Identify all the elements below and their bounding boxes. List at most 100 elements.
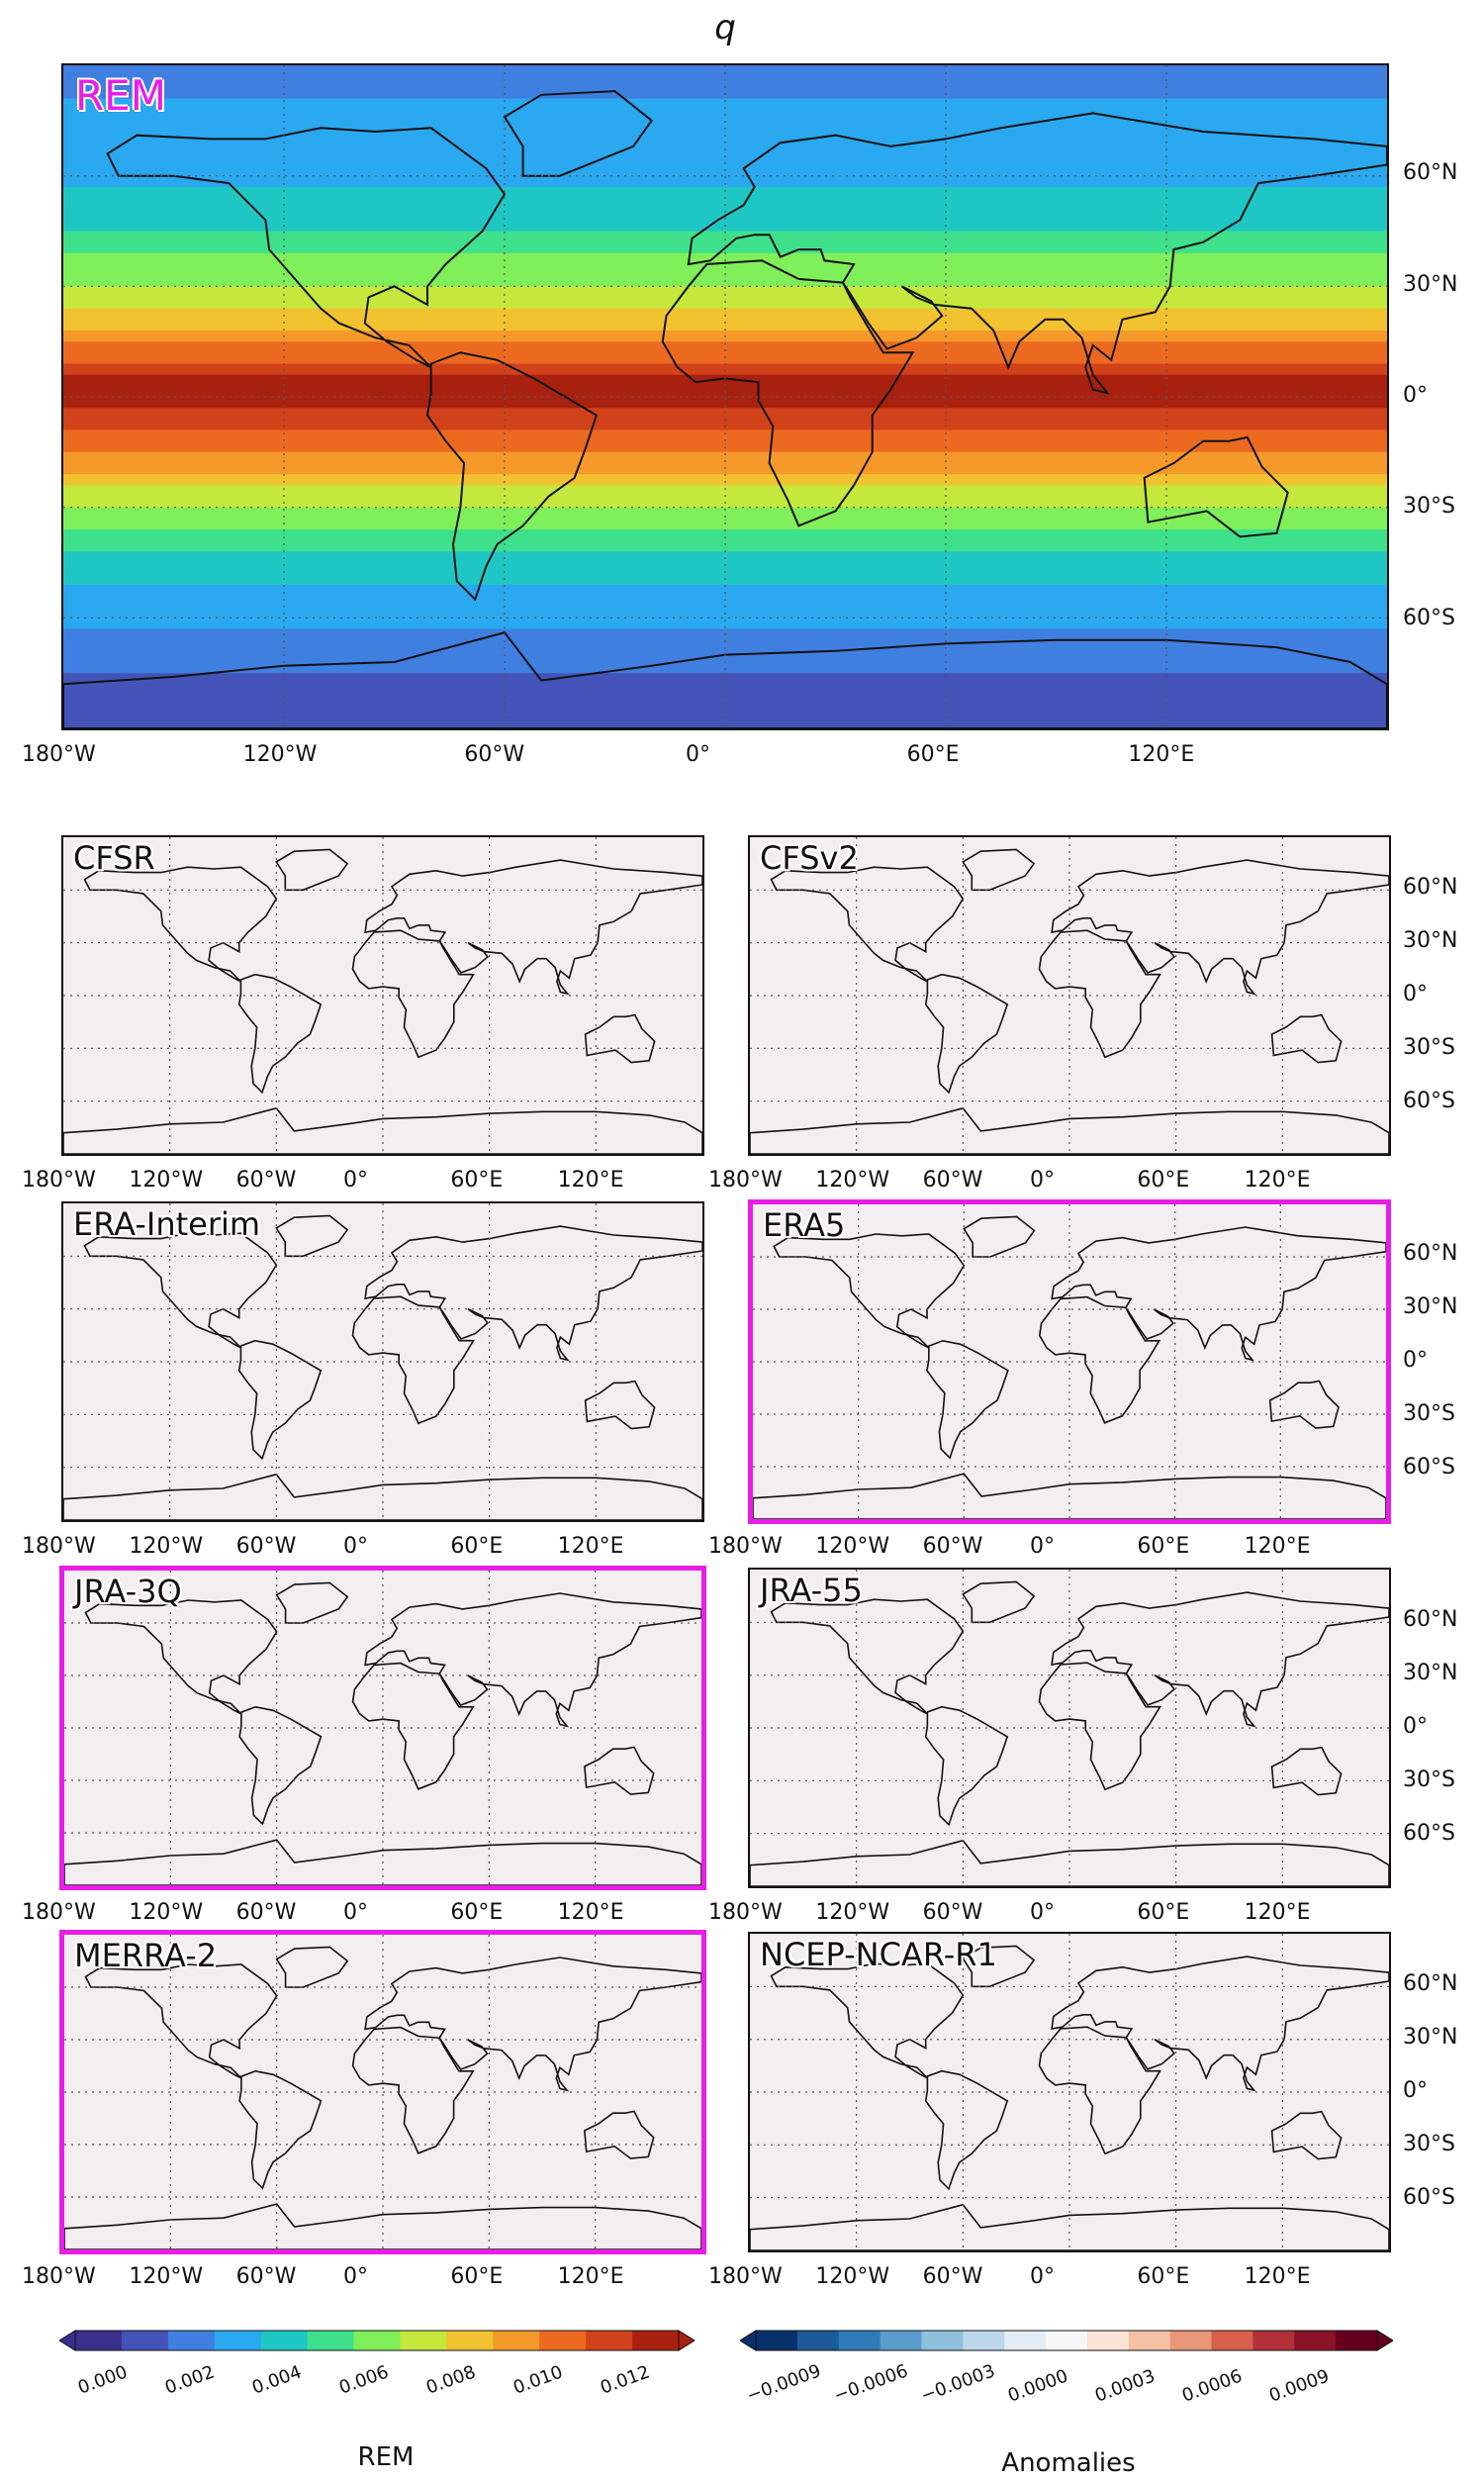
field-band [63,618,1387,630]
x-tick-label: 120°E [1244,1900,1311,1925]
y-tick-label: 0° [1403,982,1428,1006]
coastline-north-america [106,127,507,369]
colorbar-extend-min [59,2330,76,2351]
coastline-antarctica [63,1473,702,1520]
x-tick-label: 120°E [557,1900,624,1925]
rem-map-svg [63,65,1387,728]
x-tick-label: 120°W [815,1900,890,1925]
rem-colorbar-title: REM [357,2442,415,2472]
y-tick-label: 30°S [1403,1401,1455,1426]
colorbar-swatch [75,2331,123,2350]
coastline-antarctica [750,1839,1389,1886]
colorbar-swatch [880,2331,922,2350]
coastline-antarctica [64,1839,701,1885]
x-tick-label: 60°E [1137,2264,1190,2289]
field-band [63,485,1387,498]
field-band [63,717,1387,728]
colorbar-swatch [493,2331,540,2350]
y-tick-label: 60°S [1403,605,1455,630]
era-interim-map-panel: ERA-Interim [61,1201,704,1522]
x-tick-label: 60°W [235,2264,297,2289]
coastline-south-america [237,1339,323,1461]
coastline-africa [1038,1662,1161,1791]
x-tick-label: 0° [1030,2264,1055,2289]
x-tick-label: 120°E [1244,2264,1311,2289]
colorbar-swatch [586,2331,633,2350]
colorbar-swatch [1336,2331,1378,2350]
coastline-africa [351,1662,475,1790]
field-band [63,352,1387,365]
x-tick-label: 60°W [922,2264,983,2289]
x-tick-label: 60°E [450,1168,504,1193]
colorbar-swatch [446,2331,494,2350]
x-tick-label: 60°E [450,2264,504,2289]
panel-label-jra-55: JRA-55 [760,1572,863,1609]
x-tick-label: 120°E [1244,1534,1311,1559]
coastline-greenland [962,1580,1036,1624]
coastline-africa [351,929,475,1059]
coastline-antarctica [750,2203,1389,2250]
x-tick-label: 60°E [906,742,960,767]
coastline-south-america [924,973,1009,1095]
coastline-greenland [963,1215,1036,1258]
x-tick-label: 60°W [464,742,525,767]
colorbar-extend-min [740,2330,757,2351]
field-band [63,65,1387,78]
x-tick-label: 120°W [129,1168,204,1193]
field-band [63,363,1387,376]
x-tick-label: 0° [1030,1168,1055,1193]
jra-3q-map-panel: JRA-3Q [59,1566,706,1890]
coastline-eurasia [364,1957,701,2092]
anomalies-colorbar-tick: 0.0003 [1092,2365,1159,2407]
x-tick-label: 180°W [708,2264,783,2289]
field-band [63,474,1387,487]
figure-title: q [714,8,736,48]
cfsr-map-panel: CFSR [61,835,704,1156]
anomalies-colorbar-tick: 0.0006 [1179,2365,1246,2407]
y-tick-label: 30°S [1403,1035,1455,1060]
colorbar-swatch [400,2331,447,2350]
panel-label-merra-2: MERRA-2 [74,1937,218,1974]
panel-label-rem: REM [75,71,166,120]
field-band [63,397,1387,410]
y-tick-label: 30°N [1403,1661,1458,1685]
coastline-greenland [503,90,654,177]
y-tick-label: 30°S [1403,494,1455,520]
anomalies-colorbar [740,2330,1393,2351]
coastline-south-america [237,973,323,1095]
x-tick-label: 60°E [450,1900,504,1925]
coastline-south-america [238,2069,323,2190]
y-tick-label: 30°N [1403,271,1458,297]
rem-colorbar [59,2330,695,2351]
coastline-australia [584,2110,655,2159]
colorbar-swatch [963,2331,1005,2350]
y-tick-label: 0° [1403,1714,1428,1739]
x-tick-label: 120°W [129,1900,204,1925]
coastline-africa [1038,1295,1161,1424]
era5-map-panel: ERA5 [748,1199,1391,1524]
jra-3q-map-svg [64,1571,701,1885]
coastline-north-america [770,866,965,983]
coastline-australia [1268,1380,1340,1429]
coastline-greenland [275,848,349,892]
coastline-north-america [773,1233,966,1349]
y-tick-label: 60°S [1403,1089,1455,1113]
x-tick-label: 0° [343,1168,368,1193]
x-tick-label: 60°W [235,1534,297,1559]
x-tick-label: 60°E [1137,1534,1190,1559]
field-band [63,264,1387,277]
field-band [63,286,1387,299]
rem-colorbar-tick: 0.010 [510,2361,566,2399]
coastline-antarctica [753,1473,1386,1519]
field-band [63,706,1387,718]
era-interim-map-svg [63,1203,702,1520]
rem-colorbar-tick: 0.000 [75,2361,131,2399]
field-band [63,186,1387,199]
x-tick-label: 0° [1030,1900,1055,1925]
coastline-africa [1038,2026,1161,2155]
coastline-antarctica [750,1106,1389,1154]
field-band [63,408,1387,421]
x-tick-label: 0° [343,1900,368,1925]
panel-label-ncep-ncar-r1: NCEP-NCAR-R1 [760,1936,997,1973]
coastline-eurasia [1051,859,1389,996]
